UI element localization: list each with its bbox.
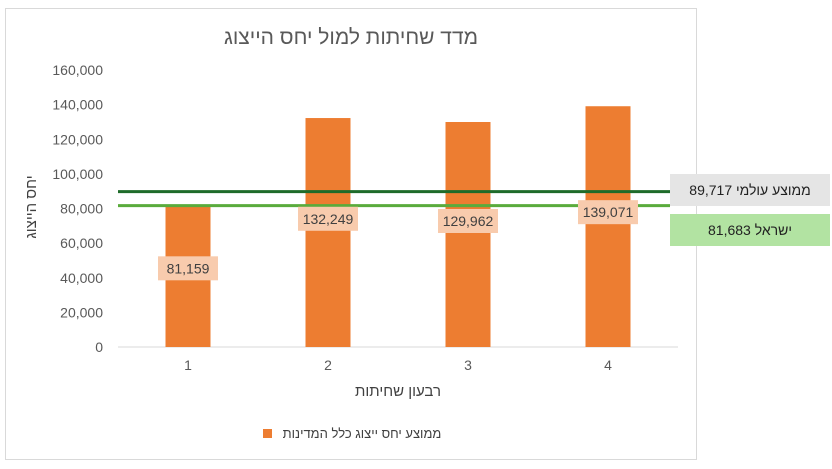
y-tick-label: 160,000 bbox=[52, 62, 103, 78]
israel-label: ישראל 81,683 bbox=[670, 214, 830, 246]
legend-swatch bbox=[263, 429, 272, 438]
x-tick-label: 3 bbox=[464, 357, 472, 373]
legend-label: ממוצע יחס ייצוג כלל המדינות bbox=[283, 426, 442, 441]
y-tick-label: 20,000 bbox=[60, 304, 103, 320]
x-tick-label: 4 bbox=[604, 357, 612, 373]
x-tick-label: 2 bbox=[324, 357, 332, 373]
bar bbox=[445, 122, 491, 347]
y-tick-label: 0 bbox=[95, 339, 103, 355]
data-label: 129,962 bbox=[443, 213, 494, 229]
bar bbox=[585, 106, 631, 347]
x-axis-label: רבעון שחיתות bbox=[355, 383, 441, 400]
chart-frame bbox=[5, 8, 697, 460]
y-axis-label: יחס הייצוג bbox=[23, 175, 40, 238]
data-label-box bbox=[438, 209, 498, 234]
data-label: 81,159 bbox=[167, 260, 210, 276]
y-tick-label: 80,000 bbox=[60, 201, 103, 217]
bar bbox=[305, 118, 351, 348]
data-label-box bbox=[578, 200, 638, 225]
chart-title: מדד שחיתות למול יחס הייצוג bbox=[224, 26, 478, 49]
world-average-label: ממוצע עולמי 89,717 bbox=[670, 174, 830, 206]
data-label-box bbox=[158, 256, 218, 281]
y-tick-label: 40,000 bbox=[60, 270, 103, 286]
plot-area: 0 20,000 40,000 60,000 80,000 100,000 120,000 1… bbox=[52, 62, 678, 373]
data-label: 132,249 bbox=[303, 211, 354, 227]
y-tick-label: 100,000 bbox=[52, 166, 103, 182]
x-tick-label: 1 bbox=[184, 357, 192, 373]
data-label-box bbox=[298, 206, 358, 231]
y-tick-label: 120,000 bbox=[52, 131, 103, 147]
y-tick-label: 60,000 bbox=[60, 235, 103, 251]
legend: ממוצע יחס ייצוג כלל המדינות bbox=[263, 426, 441, 441]
y-tick-label: 140,000 bbox=[52, 97, 103, 113]
data-label: 139,071 bbox=[583, 204, 634, 220]
